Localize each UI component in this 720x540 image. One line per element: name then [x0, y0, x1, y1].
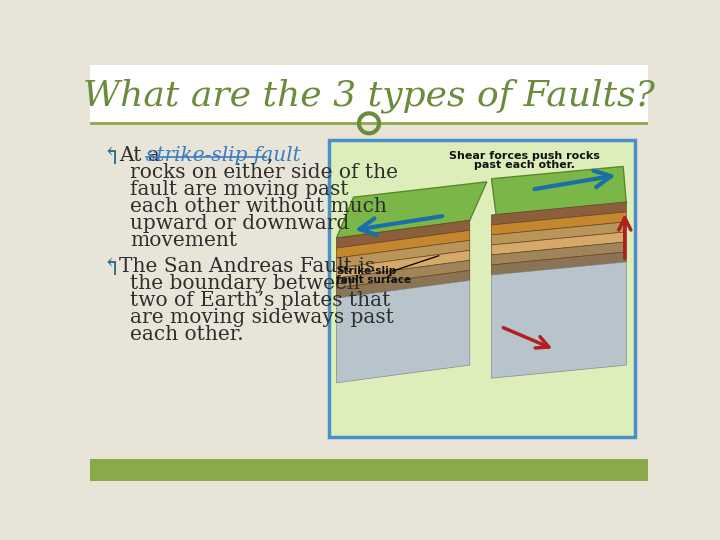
Polygon shape: [492, 202, 626, 225]
Text: upward or downward: upward or downward: [130, 214, 350, 233]
Polygon shape: [492, 166, 626, 215]
Text: fault are moving past: fault are moving past: [130, 180, 348, 199]
Polygon shape: [336, 240, 469, 268]
Polygon shape: [336, 280, 469, 383]
Polygon shape: [336, 220, 469, 248]
Text: What are the 3 types of Faults?: What are the 3 types of Faults?: [83, 78, 655, 113]
Text: ↰: ↰: [102, 146, 122, 168]
Text: ,: ,: [266, 146, 273, 165]
Polygon shape: [492, 222, 626, 245]
Text: the boundary between: the boundary between: [130, 274, 360, 293]
Polygon shape: [336, 231, 469, 258]
Text: past each other.: past each other.: [474, 160, 575, 170]
Polygon shape: [492, 212, 626, 235]
Polygon shape: [336, 271, 469, 298]
Text: The San Andreas Fault is: The San Andreas Fault is: [120, 257, 376, 276]
Polygon shape: [336, 251, 469, 278]
Polygon shape: [336, 182, 487, 238]
Text: are moving sideways past: are moving sideways past: [130, 308, 394, 327]
Text: each other without much: each other without much: [130, 197, 387, 216]
Text: Strike-slip: Strike-slip: [336, 266, 397, 276]
FancyBboxPatch shape: [90, 459, 648, 481]
Text: Shear forces push rocks: Shear forces push rocks: [449, 151, 600, 161]
FancyBboxPatch shape: [90, 65, 648, 130]
Polygon shape: [492, 262, 626, 378]
Text: rocks on either side of the: rocks on either side of the: [130, 164, 398, 183]
Text: At a: At a: [120, 146, 167, 165]
Polygon shape: [492, 252, 626, 275]
Text: strike-slip fault: strike-slip fault: [145, 146, 300, 165]
Text: each other.: each other.: [130, 325, 244, 344]
Text: ↰: ↰: [102, 257, 122, 280]
Polygon shape: [492, 242, 626, 265]
Text: fault surface: fault surface: [336, 275, 412, 285]
FancyBboxPatch shape: [329, 140, 635, 437]
Polygon shape: [492, 232, 626, 255]
FancyBboxPatch shape: [90, 123, 648, 459]
Text: movement: movement: [130, 231, 238, 250]
Polygon shape: [336, 260, 469, 288]
Text: two of Earth’s plates that: two of Earth’s plates that: [130, 291, 391, 310]
